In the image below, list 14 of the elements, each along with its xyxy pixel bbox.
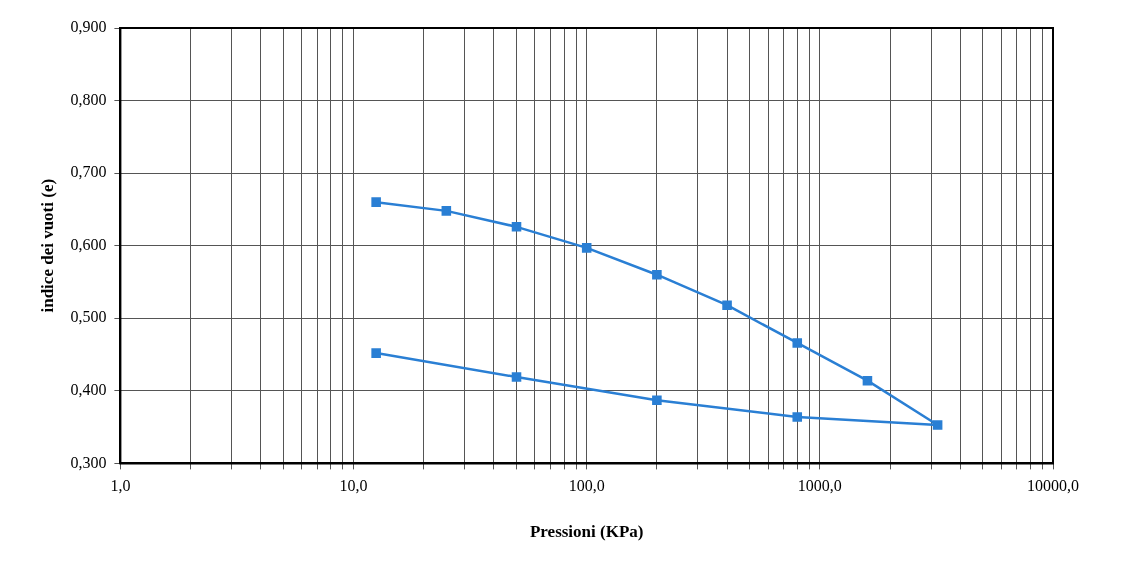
y-tick-label: 0,400 (70, 381, 107, 399)
x-tick-label: 1000,0 (797, 477, 842, 495)
x-tick-label: 1,0 (110, 477, 131, 495)
y-tick-label: 0,800 (70, 90, 107, 108)
y-tick-label: 0,700 (70, 163, 107, 181)
x-tick-label: 100,0 (568, 477, 605, 495)
y-tick-label: 0,300 (70, 453, 107, 471)
x-tick-label: 10,0 (339, 477, 368, 495)
y-tick-label: 0,500 (70, 308, 107, 326)
x-tick-label: 10000,0 (1027, 477, 1079, 495)
y-axis-title: indice dei vuoti (e) (37, 178, 57, 313)
y-tick-label: 0,600 (70, 235, 107, 253)
y-tick-label: 0,900 (70, 18, 107, 36)
x-axis-title: Pressioni (KPa) (529, 522, 644, 542)
